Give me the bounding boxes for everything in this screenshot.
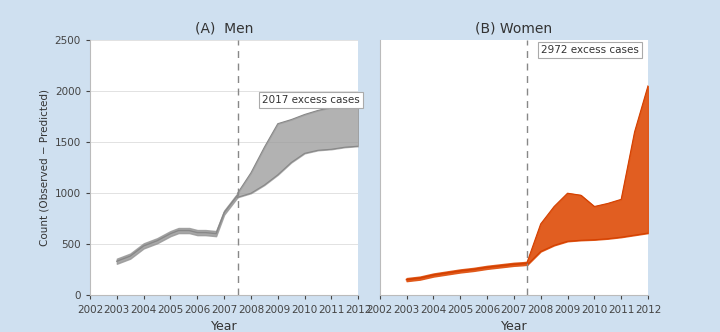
Text: 2972 excess cases: 2972 excess cases [541, 45, 639, 55]
X-axis label: Year: Year [211, 320, 238, 332]
X-axis label: Year: Year [500, 320, 527, 332]
Title: (A)  Men: (A) Men [195, 22, 253, 36]
Y-axis label: Count (Observed − Predicted): Count (Observed − Predicted) [39, 89, 49, 246]
Text: 2017 excess cases: 2017 excess cases [261, 95, 359, 105]
Title: (B) Women: (B) Women [475, 22, 552, 36]
